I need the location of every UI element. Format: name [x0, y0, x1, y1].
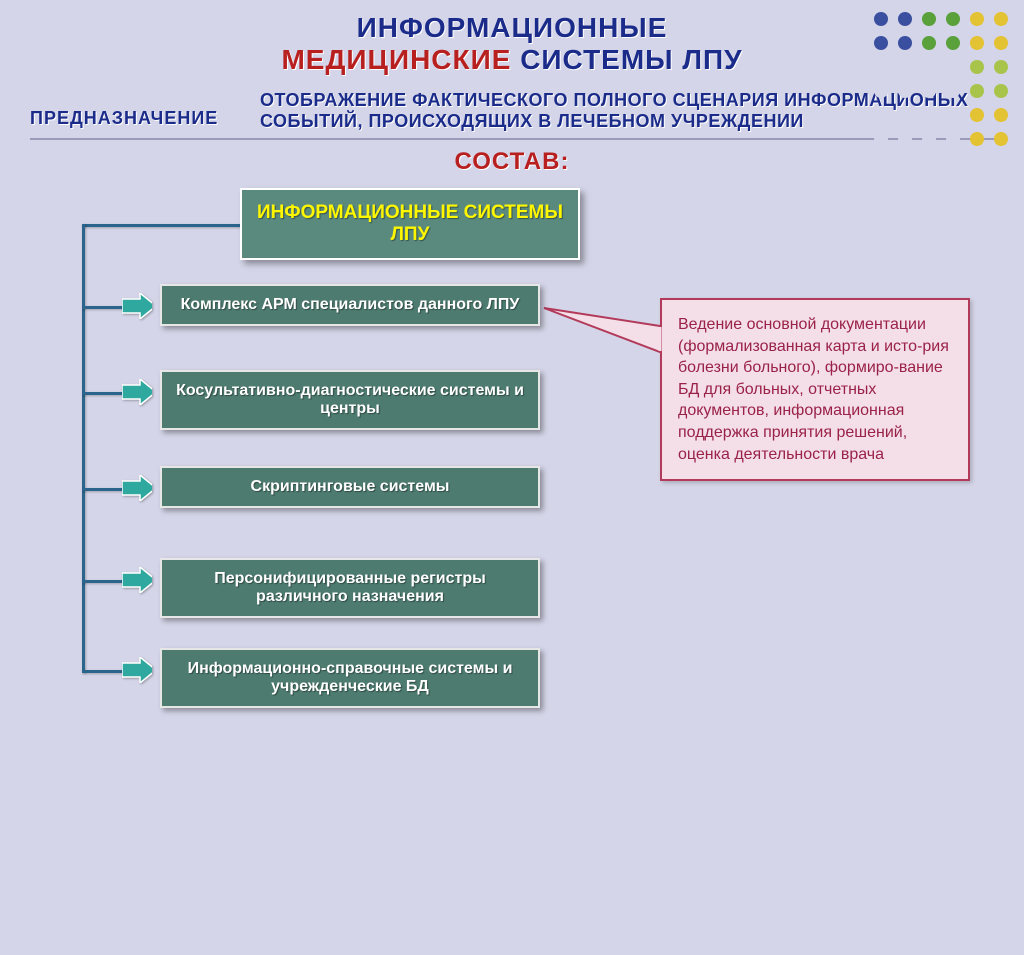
diagram-item: Скриптинговые системы — [160, 466, 540, 508]
composition-label: СОСТАВ: — [0, 148, 1024, 176]
title-line-1: ИНФОРМАЦИОННЫЕ — [0, 12, 1024, 44]
decoration-dot — [946, 60, 960, 74]
decoration-dot — [946, 108, 960, 122]
connector-branch — [82, 306, 122, 309]
title-line-2: МЕДИЦИНСКИЕ СИСТЕМЫ ЛПУ — [0, 44, 1024, 76]
decoration-dot — [946, 84, 960, 98]
decoration-dot — [994, 108, 1008, 122]
decoration-dot — [898, 60, 912, 74]
corner-dots-decoration — [874, 12, 1012, 150]
decoration-dot — [922, 12, 936, 26]
decoration-dot — [970, 36, 984, 50]
connector-branch — [82, 580, 122, 583]
decoration-dot — [994, 12, 1008, 26]
decoration-dot — [994, 36, 1008, 50]
decoration-dot — [946, 36, 960, 50]
decoration-dot — [874, 132, 888, 146]
decoration-dot — [970, 12, 984, 26]
decoration-dot — [970, 60, 984, 74]
slide-title: ИНФОРМАЦИОННЫЕ МЕДИЦИНСКИЕ СИСТЕМЫ ЛПУ — [0, 0, 1024, 76]
connector-branch — [82, 488, 122, 491]
diagram-item: Информационно-справочные системы и учреж… — [160, 648, 540, 708]
decoration-dot — [922, 132, 936, 146]
decoration-dot — [898, 132, 912, 146]
arrow-icon — [122, 568, 152, 592]
decoration-dot — [874, 60, 888, 74]
arrow-icon — [122, 294, 152, 318]
arrow-icon — [122, 476, 152, 500]
decoration-dot — [874, 108, 888, 122]
arrow-icon — [122, 658, 152, 682]
decoration-dot — [994, 84, 1008, 98]
decoration-dot — [922, 36, 936, 50]
decoration-dot — [922, 108, 936, 122]
purpose-label: ПРЕДНАЗНАЧЕНИЕ — [30, 90, 260, 129]
decoration-dot — [922, 84, 936, 98]
connector-branch — [82, 670, 122, 673]
decoration-dot — [970, 108, 984, 122]
decoration-dot — [874, 12, 888, 26]
arrow-icon — [122, 380, 152, 404]
connector-branch — [82, 392, 122, 395]
purpose-row: ПРЕДНАЗНАЧЕНИЕ ОТОБРАЖЕНИЕ ФАКТИЧЕСКОГО … — [30, 90, 994, 140]
decoration-dot — [898, 108, 912, 122]
decoration-dot — [898, 12, 912, 26]
decoration-dot — [874, 84, 888, 98]
diagram-item: Комплекс АРМ специалистов данного ЛПУ — [160, 284, 540, 326]
decoration-dot — [874, 36, 888, 50]
decoration-dot — [970, 84, 984, 98]
decoration-dot — [922, 60, 936, 74]
decoration-dot — [970, 132, 984, 146]
decoration-dot — [946, 132, 960, 146]
decoration-dot — [994, 132, 1008, 146]
decoration-dot — [898, 84, 912, 98]
decoration-dot — [994, 60, 1008, 74]
title-word-systems: СИСТЕМЫ ЛПУ — [511, 44, 742, 75]
decoration-dot — [898, 36, 912, 50]
diagram-item: Косультативно-диагностические системы и … — [160, 370, 540, 430]
decoration-dot — [946, 12, 960, 26]
title-word-medical: МЕДИЦИНСКИЕ — [281, 44, 511, 75]
diagram-item: Персонифицированные регистры различного … — [160, 558, 540, 618]
